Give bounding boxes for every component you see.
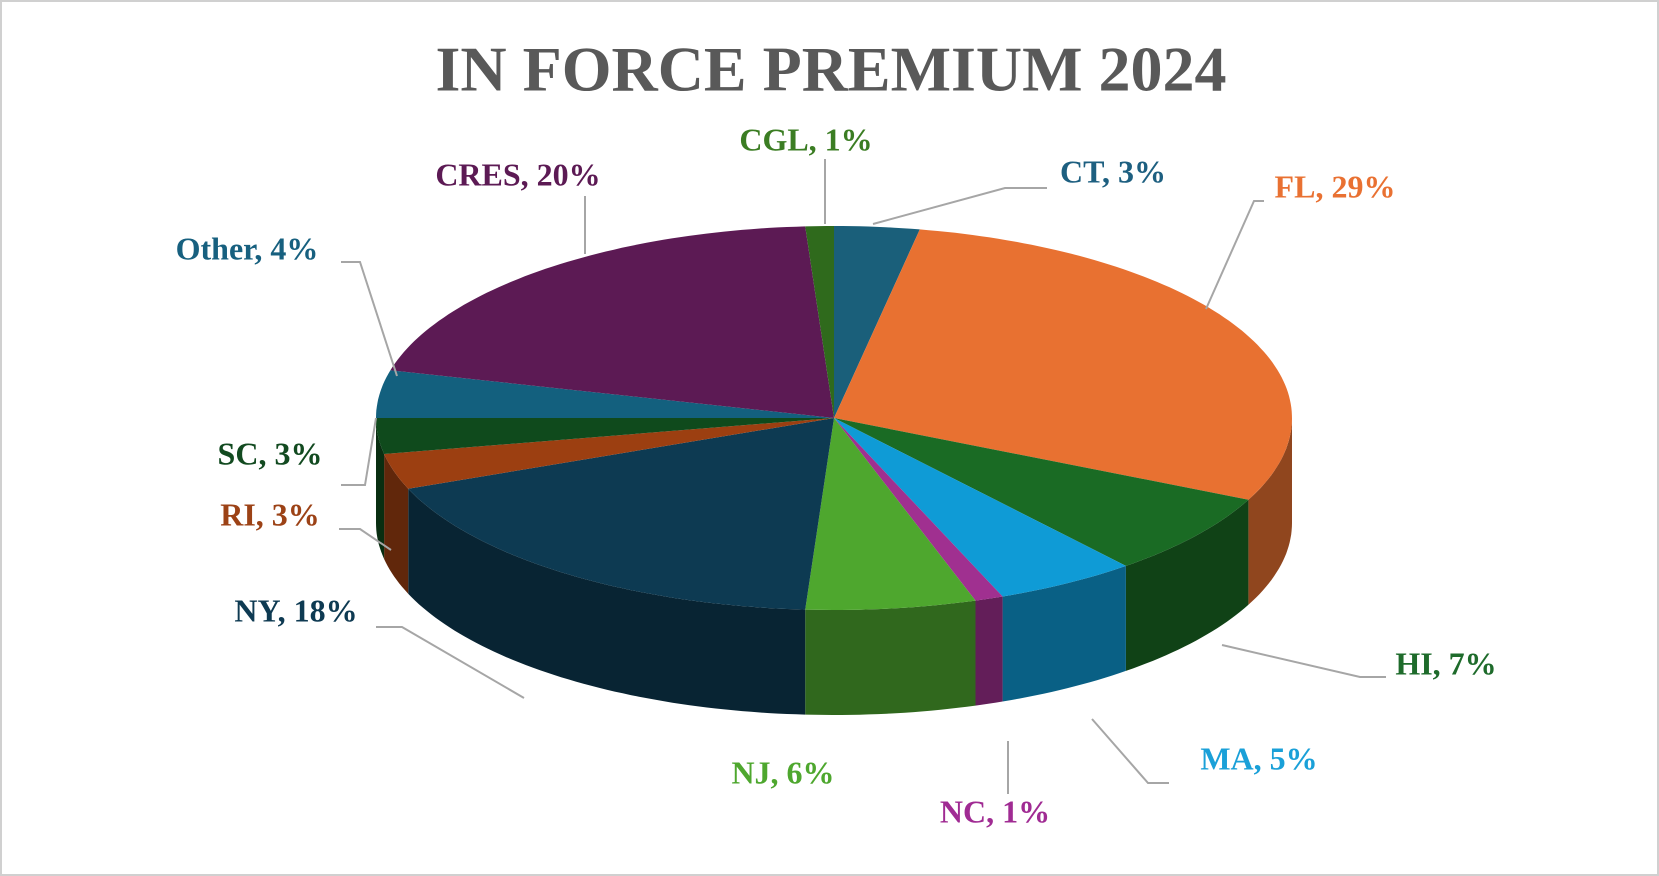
slice-side — [1248, 418, 1292, 605]
leader-line — [872, 187, 1047, 225]
leader-line — [1091, 718, 1169, 784]
data-label: NY, 18% — [234, 592, 357, 628]
slice — [376, 418, 834, 454]
data-label: MA, 5% — [1200, 740, 1317, 776]
pie-sides — [376, 418, 1292, 715]
slice — [384, 418, 834, 489]
slice — [834, 226, 920, 418]
slice-side — [975, 596, 1003, 706]
data-label: Other, 4% — [176, 230, 319, 266]
pie-tops — [376, 226, 1292, 610]
data-label: CRES, 20% — [435, 156, 600, 192]
slice — [390, 226, 834, 418]
slice-side — [1002, 565, 1126, 702]
data-label: SC, 3% — [218, 435, 323, 471]
leader-line — [339, 528, 392, 551]
slice-side — [805, 600, 976, 715]
slice-side — [1125, 499, 1249, 671]
slice — [376, 370, 834, 418]
data-label: CT, 3% — [1060, 153, 1166, 189]
slice-side — [384, 454, 409, 594]
data-label: NJ, 6% — [731, 754, 834, 790]
leader-line — [1221, 644, 1386, 678]
data-label: NC, 1% — [940, 793, 1050, 829]
data-labels: CT, 3% FL, 29% HI, 7% MA, 5% NC, 1% NJ, 6% NY,… — [176, 121, 1497, 829]
data-label: RI, 3% — [220, 496, 320, 532]
leader-line — [341, 261, 398, 377]
leader-line — [376, 626, 525, 699]
slice-side — [408, 488, 806, 715]
chart-title: IN FORCE PREMIUM 2024 — [435, 34, 1226, 105]
slice — [834, 418, 1126, 597]
slice — [834, 418, 1249, 566]
slice — [805, 418, 976, 610]
data-label: FL, 29% — [1275, 168, 1396, 204]
slice — [834, 229, 1292, 500]
slice — [408, 418, 834, 610]
slice — [834, 418, 1003, 601]
leader-line — [341, 417, 377, 486]
slice-side — [376, 418, 385, 559]
slice — [805, 226, 834, 418]
data-label: HI, 7% — [1395, 645, 1496, 681]
data-label: CGL, 1% — [739, 121, 872, 157]
leader-line — [1205, 200, 1264, 310]
